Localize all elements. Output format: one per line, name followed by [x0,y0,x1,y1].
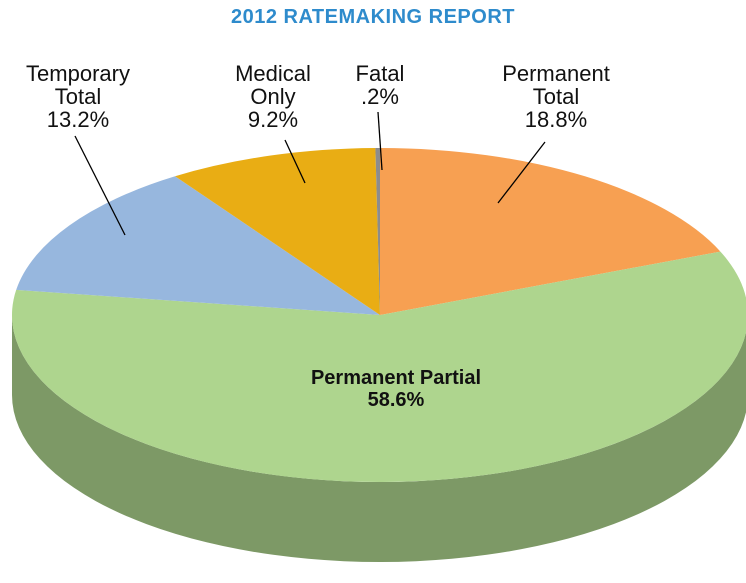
value-label: 13.2% [46,107,110,132]
slice-label: Temporary Total 13.2% [18,62,138,131]
leader-line [377,111,383,171]
slice-label: Permanent Total 18.8% [496,62,616,131]
leader-line [284,139,306,184]
category-label: Temporary Total [26,61,130,109]
value-label: 58.6% [367,389,425,411]
leader-line [74,135,126,236]
category-label: Fatal [355,61,405,86]
slice-label: Fatal .2% [350,62,410,108]
slice [12,251,746,482]
value-label: .2% [361,84,399,109]
slice [380,148,721,315]
slice-label: Permanent Partial 58.6% [311,367,481,411]
slice [175,148,380,315]
value-label: 9.2% [247,107,299,132]
slice [375,148,380,315]
value-label: 18.8% [524,107,588,132]
category-label: Permanent Total [502,61,610,109]
slice-side [12,315,746,562]
slice [16,176,381,315]
category-label: Permanent Partial [310,367,482,389]
leader-line [497,141,546,204]
category-label: Medical Only [235,61,311,109]
chart-title: 2012 RATEMAKING REPORT [230,6,515,28]
slice-label: Medical Only 9.2% [213,62,333,131]
